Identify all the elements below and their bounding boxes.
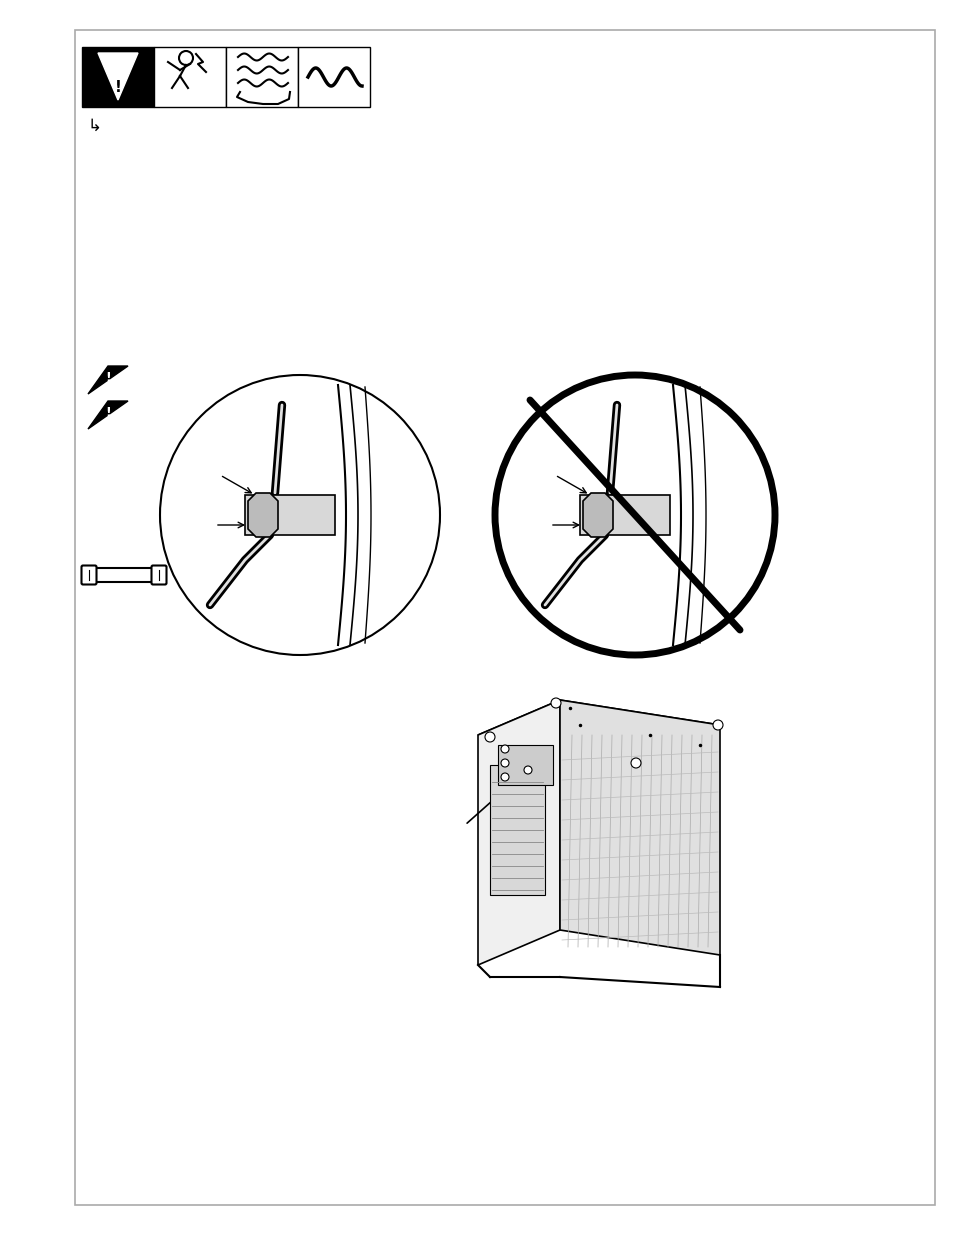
Polygon shape <box>88 401 128 429</box>
Bar <box>245 495 335 535</box>
FancyBboxPatch shape <box>81 566 96 584</box>
Circle shape <box>500 760 509 767</box>
Polygon shape <box>582 493 613 537</box>
Bar <box>226 47 297 107</box>
Circle shape <box>551 698 560 708</box>
Polygon shape <box>559 700 720 955</box>
Polygon shape <box>98 53 138 100</box>
Text: !: ! <box>105 370 111 384</box>
FancyBboxPatch shape <box>152 566 167 584</box>
Circle shape <box>630 758 640 768</box>
Text: !: ! <box>105 406 111 419</box>
Text: ↳: ↳ <box>88 117 102 135</box>
Circle shape <box>712 720 722 730</box>
Bar <box>490 764 544 895</box>
Bar <box>153 47 226 107</box>
Text: !: ! <box>114 80 121 95</box>
Bar <box>297 47 370 107</box>
Circle shape <box>160 375 439 655</box>
Circle shape <box>484 732 495 742</box>
FancyBboxPatch shape <box>88 568 162 582</box>
Bar <box>82 47 153 107</box>
Circle shape <box>495 375 774 655</box>
Circle shape <box>500 745 509 753</box>
Circle shape <box>500 773 509 781</box>
Circle shape <box>523 766 532 774</box>
Polygon shape <box>88 366 128 394</box>
Polygon shape <box>477 700 559 965</box>
Polygon shape <box>248 493 277 537</box>
Bar <box>579 495 669 535</box>
Polygon shape <box>477 700 720 762</box>
Bar <box>497 745 553 785</box>
